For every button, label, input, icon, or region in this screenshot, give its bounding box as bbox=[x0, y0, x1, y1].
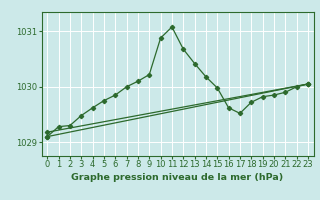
X-axis label: Graphe pression niveau de la mer (hPa): Graphe pression niveau de la mer (hPa) bbox=[71, 173, 284, 182]
